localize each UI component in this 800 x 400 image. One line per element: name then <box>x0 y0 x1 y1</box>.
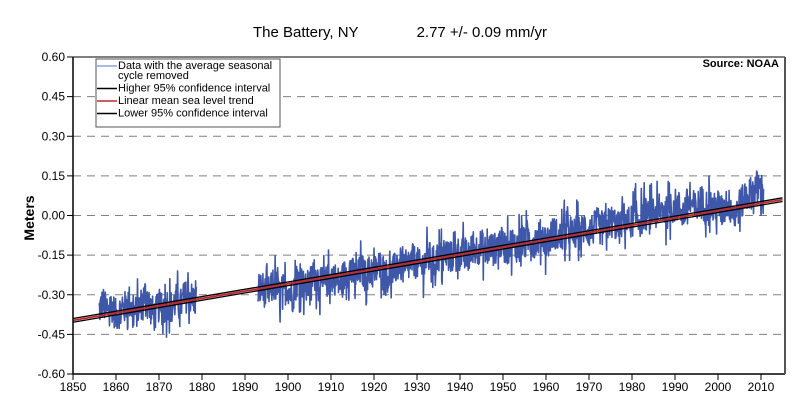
legend-label: cycle removed <box>118 70 189 82</box>
x-tick-label: 1870 <box>146 380 173 394</box>
x-tick-label: 1960 <box>533 380 560 394</box>
upper-confidence-line <box>72 197 783 320</box>
y-tick-label: -0.60 <box>38 367 66 381</box>
trend-line <box>72 198 783 322</box>
y-tick-label: 0.00 <box>42 209 66 223</box>
x-axis-ticks: 1850 1860 1870 1880 1890 1900 1910 1920 1930 1940… <box>60 374 775 394</box>
x-tick-label: 1900 <box>275 380 302 394</box>
x-tick-label: 1970 <box>576 380 603 394</box>
gridlines <box>73 96 785 335</box>
x-tick-label: 1850 <box>60 380 87 394</box>
x-tick-label: 1890 <box>232 380 259 394</box>
station-title: The Battery, NY <box>252 24 359 41</box>
legend-label: Linear mean sea level trend <box>118 95 254 107</box>
x-tick-label: 1880 <box>189 380 216 394</box>
y-tick-label: 0.60 <box>42 50 66 64</box>
axes <box>72 56 786 375</box>
legend-box <box>95 58 281 128</box>
x-tick-label: 2010 <box>748 380 775 394</box>
legend-label: Lower 95% confidence interval <box>118 108 268 120</box>
y-tick-label: 0.15 <box>42 169 66 183</box>
x-tick-label: 1930 <box>404 380 431 394</box>
source-label: Source: NOAA <box>703 58 779 70</box>
x-tick-label: 1990 <box>662 380 689 394</box>
data-series <box>98 170 765 338</box>
x-tick-label: 2000 <box>705 380 732 394</box>
data-series-line <box>98 270 198 338</box>
x-tick-label: 1940 <box>447 380 474 394</box>
trend-lines <box>72 197 783 323</box>
y-tick-label: 0.45 <box>42 90 66 104</box>
lower-confidence-line <box>72 200 783 323</box>
x-tick-label: 1980 <box>619 380 646 394</box>
x-tick-label: 1910 <box>318 380 345 394</box>
legend-label: Higher 95% confidence interval <box>118 83 270 95</box>
x-tick-label: 1920 <box>361 380 388 394</box>
legend-label: Data with the average seasonal <box>118 60 272 72</box>
y-tick-label: -0.45 <box>38 327 66 341</box>
y-tick-label: -0.15 <box>38 248 66 262</box>
x-tick-label: 1860 <box>103 380 130 394</box>
chart-title: The Battery, NY 2.77 +/- 0.09 mm/yr <box>0 24 800 41</box>
trend-rate: 2.77 +/- 0.09 mm/yr <box>416 24 548 41</box>
y-axis-title: Meters <box>21 195 37 240</box>
y-tick-label: -0.30 <box>38 288 66 302</box>
x-tick-label: 1950 <box>490 380 517 394</box>
y-axis-ticks: 0.60 0.45 0.30 0.15 0.00 -0.15 -0.30 -0.45 -0.60 <box>38 50 73 381</box>
y-tick-label: 0.30 <box>42 129 66 143</box>
